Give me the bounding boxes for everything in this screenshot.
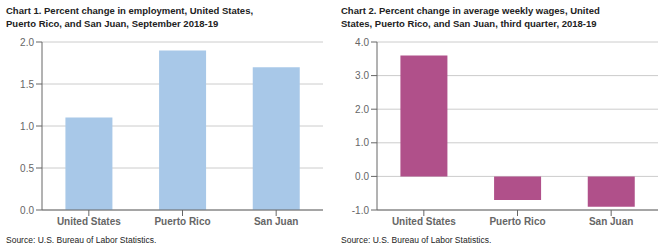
svg-text:Puerto Rico: Puerto Rico xyxy=(154,216,210,227)
svg-text:San Juan: San Juan xyxy=(589,216,633,227)
html-text:Chart 2. Percent change in ave: Chart 2. Percent change in average weekl… xyxy=(341,5,600,16)
html-text:Chart 1. Percent change in emp: Chart 1. Percent change in employment, U… xyxy=(6,5,254,16)
svg-text:1.0: 1.0 xyxy=(20,121,34,132)
svg-text:1.5: 1.5 xyxy=(20,79,34,90)
html-text:Puerto Rico, and San Juan, Sep: Puerto Rico, and San Juan, September 201… xyxy=(6,18,219,29)
svg-text:0.5: 0.5 xyxy=(20,163,34,174)
html-text:Source: U.S. Bureau of Labor S: Source: U.S. Bureau of Labor Statistics. xyxy=(6,235,157,245)
html-text:States, Puerto Rico, and San J: States, Puerto Rico, and San Juan, third… xyxy=(341,18,597,29)
svg-text:United States: United States xyxy=(57,216,121,227)
svg-text:2.0: 2.0 xyxy=(20,37,34,48)
svg-text:2.0: 2.0 xyxy=(355,104,369,115)
html-text:Source: U.S. Bureau of Labor S: Source: U.S. Bureau of Labor Statistics. xyxy=(341,235,492,245)
svg-text:4.0: 4.0 xyxy=(355,37,369,48)
svg-text:0.0: 0.0 xyxy=(20,205,34,216)
svg-text:United States: United States xyxy=(392,216,456,227)
svg-text:Puerto Rico: Puerto Rico xyxy=(489,216,545,227)
svg-text:3.0: 3.0 xyxy=(355,70,369,81)
svg-text:-1.0: -1.0 xyxy=(352,205,370,216)
svg-text:San Juan: San Juan xyxy=(254,216,298,227)
svg-text:0.0: 0.0 xyxy=(355,171,369,182)
svg-text:1.0: 1.0 xyxy=(355,137,369,148)
